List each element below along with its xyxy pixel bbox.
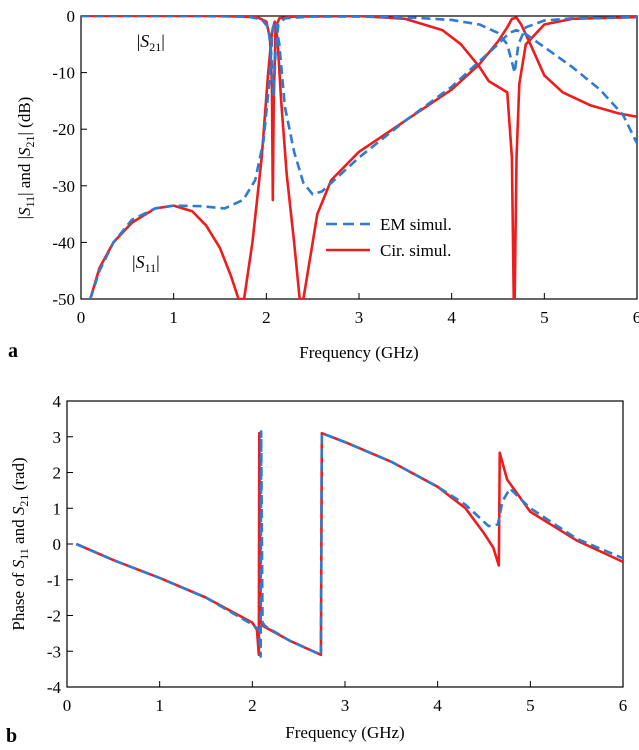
plot-frame-a <box>80 15 638 300</box>
y-tick-label: -50 <box>52 290 75 309</box>
y-tick-label: -2 <box>47 607 61 626</box>
x-tick-label: 3 <box>355 308 364 327</box>
x-tick-label: 6 <box>633 308 639 327</box>
x-axis-label-a: Frequency (GHz) <box>299 343 418 362</box>
y-tick-label: -30 <box>52 177 75 196</box>
y-axis-label-b: Phase of S11 and S21 (rad) <box>9 457 31 630</box>
x-tick-label: 5 <box>526 696 535 715</box>
plot-frame-b <box>66 400 624 688</box>
x-tick-label: 5 <box>540 308 549 327</box>
annotation-s11: |S11| <box>132 252 160 275</box>
x-tick-label: 3 <box>341 696 350 715</box>
em-simul-phase-line <box>75 430 623 658</box>
x-tick-label: 1 <box>169 308 178 327</box>
series-lines-a <box>81 16 637 299</box>
y-axis-label-a: |S11| and |S21| (dB) <box>15 97 37 220</box>
x-tick-label: 0 <box>77 308 86 327</box>
cir-simul-phase-line <box>75 431 623 657</box>
legend: EM simul. Cir. simul. <box>326 215 452 260</box>
x-tick-label: 0 <box>63 696 72 715</box>
x-tick-label: 1 <box>155 696 164 715</box>
x-tick-label: 2 <box>248 696 257 715</box>
panel-b: 4 3 2 1 0 -1 -2 -3 -4 0 1 2 3 4 5 6 Frequency (GHz) Ph… <box>6 392 627 747</box>
y-tick-label: 4 <box>53 392 62 411</box>
y-tick-label: 0 <box>67 7 76 26</box>
x-tick-label: 2 <box>262 308 271 327</box>
y-tick-label: -3 <box>47 642 61 661</box>
cir-simul-s21-line <box>81 16 637 299</box>
em-simul-s21-line <box>81 16 637 97</box>
panel-letter-a: a <box>8 340 18 362</box>
y-tick-label: 3 <box>53 428 62 447</box>
y-tick-label: 0 <box>53 535 62 554</box>
legend-label-cir: Cir. simul. <box>380 241 451 260</box>
panel-letter-b: b <box>6 725 17 747</box>
series-lines-b <box>75 430 623 658</box>
cir-simul-s11-line <box>89 16 637 299</box>
y-tick-label: 1 <box>53 499 62 518</box>
panel-a: 0 -10 -20 -30 -40 -50 0 1 2 3 4 5 6 Frequency (GHz)… <box>8 7 639 362</box>
annotation-s21: |S21| <box>137 31 165 54</box>
y-tick-label: -10 <box>52 64 75 83</box>
x-axis-ticks-a: 0 1 2 3 4 5 6 <box>77 293 639 327</box>
x-tick-label: 4 <box>447 308 456 327</box>
legend-label-em: EM simul. <box>380 215 452 234</box>
y-axis-ticks-b: 4 3 2 1 0 -1 -2 -3 -4 <box>47 392 73 697</box>
y-axis-ticks-a: 0 -10 -20 -30 -40 -50 <box>52 7 87 309</box>
x-tick-label: 4 <box>433 696 442 715</box>
y-tick-label: -40 <box>52 233 75 252</box>
em-simul-s11-line <box>89 20 637 299</box>
y-tick-label: -1 <box>47 571 61 590</box>
x-axis-ticks-b: 0 1 2 3 4 5 6 <box>63 681 628 715</box>
annotations-a: |S21| |S11| <box>132 31 165 275</box>
y-tick-label: -20 <box>52 120 75 139</box>
x-tick-label: 6 <box>619 696 628 715</box>
y-tick-label: -4 <box>47 678 62 697</box>
x-axis-label-b: Frequency (GHz) <box>285 723 404 742</box>
y-tick-label: 2 <box>53 464 62 483</box>
